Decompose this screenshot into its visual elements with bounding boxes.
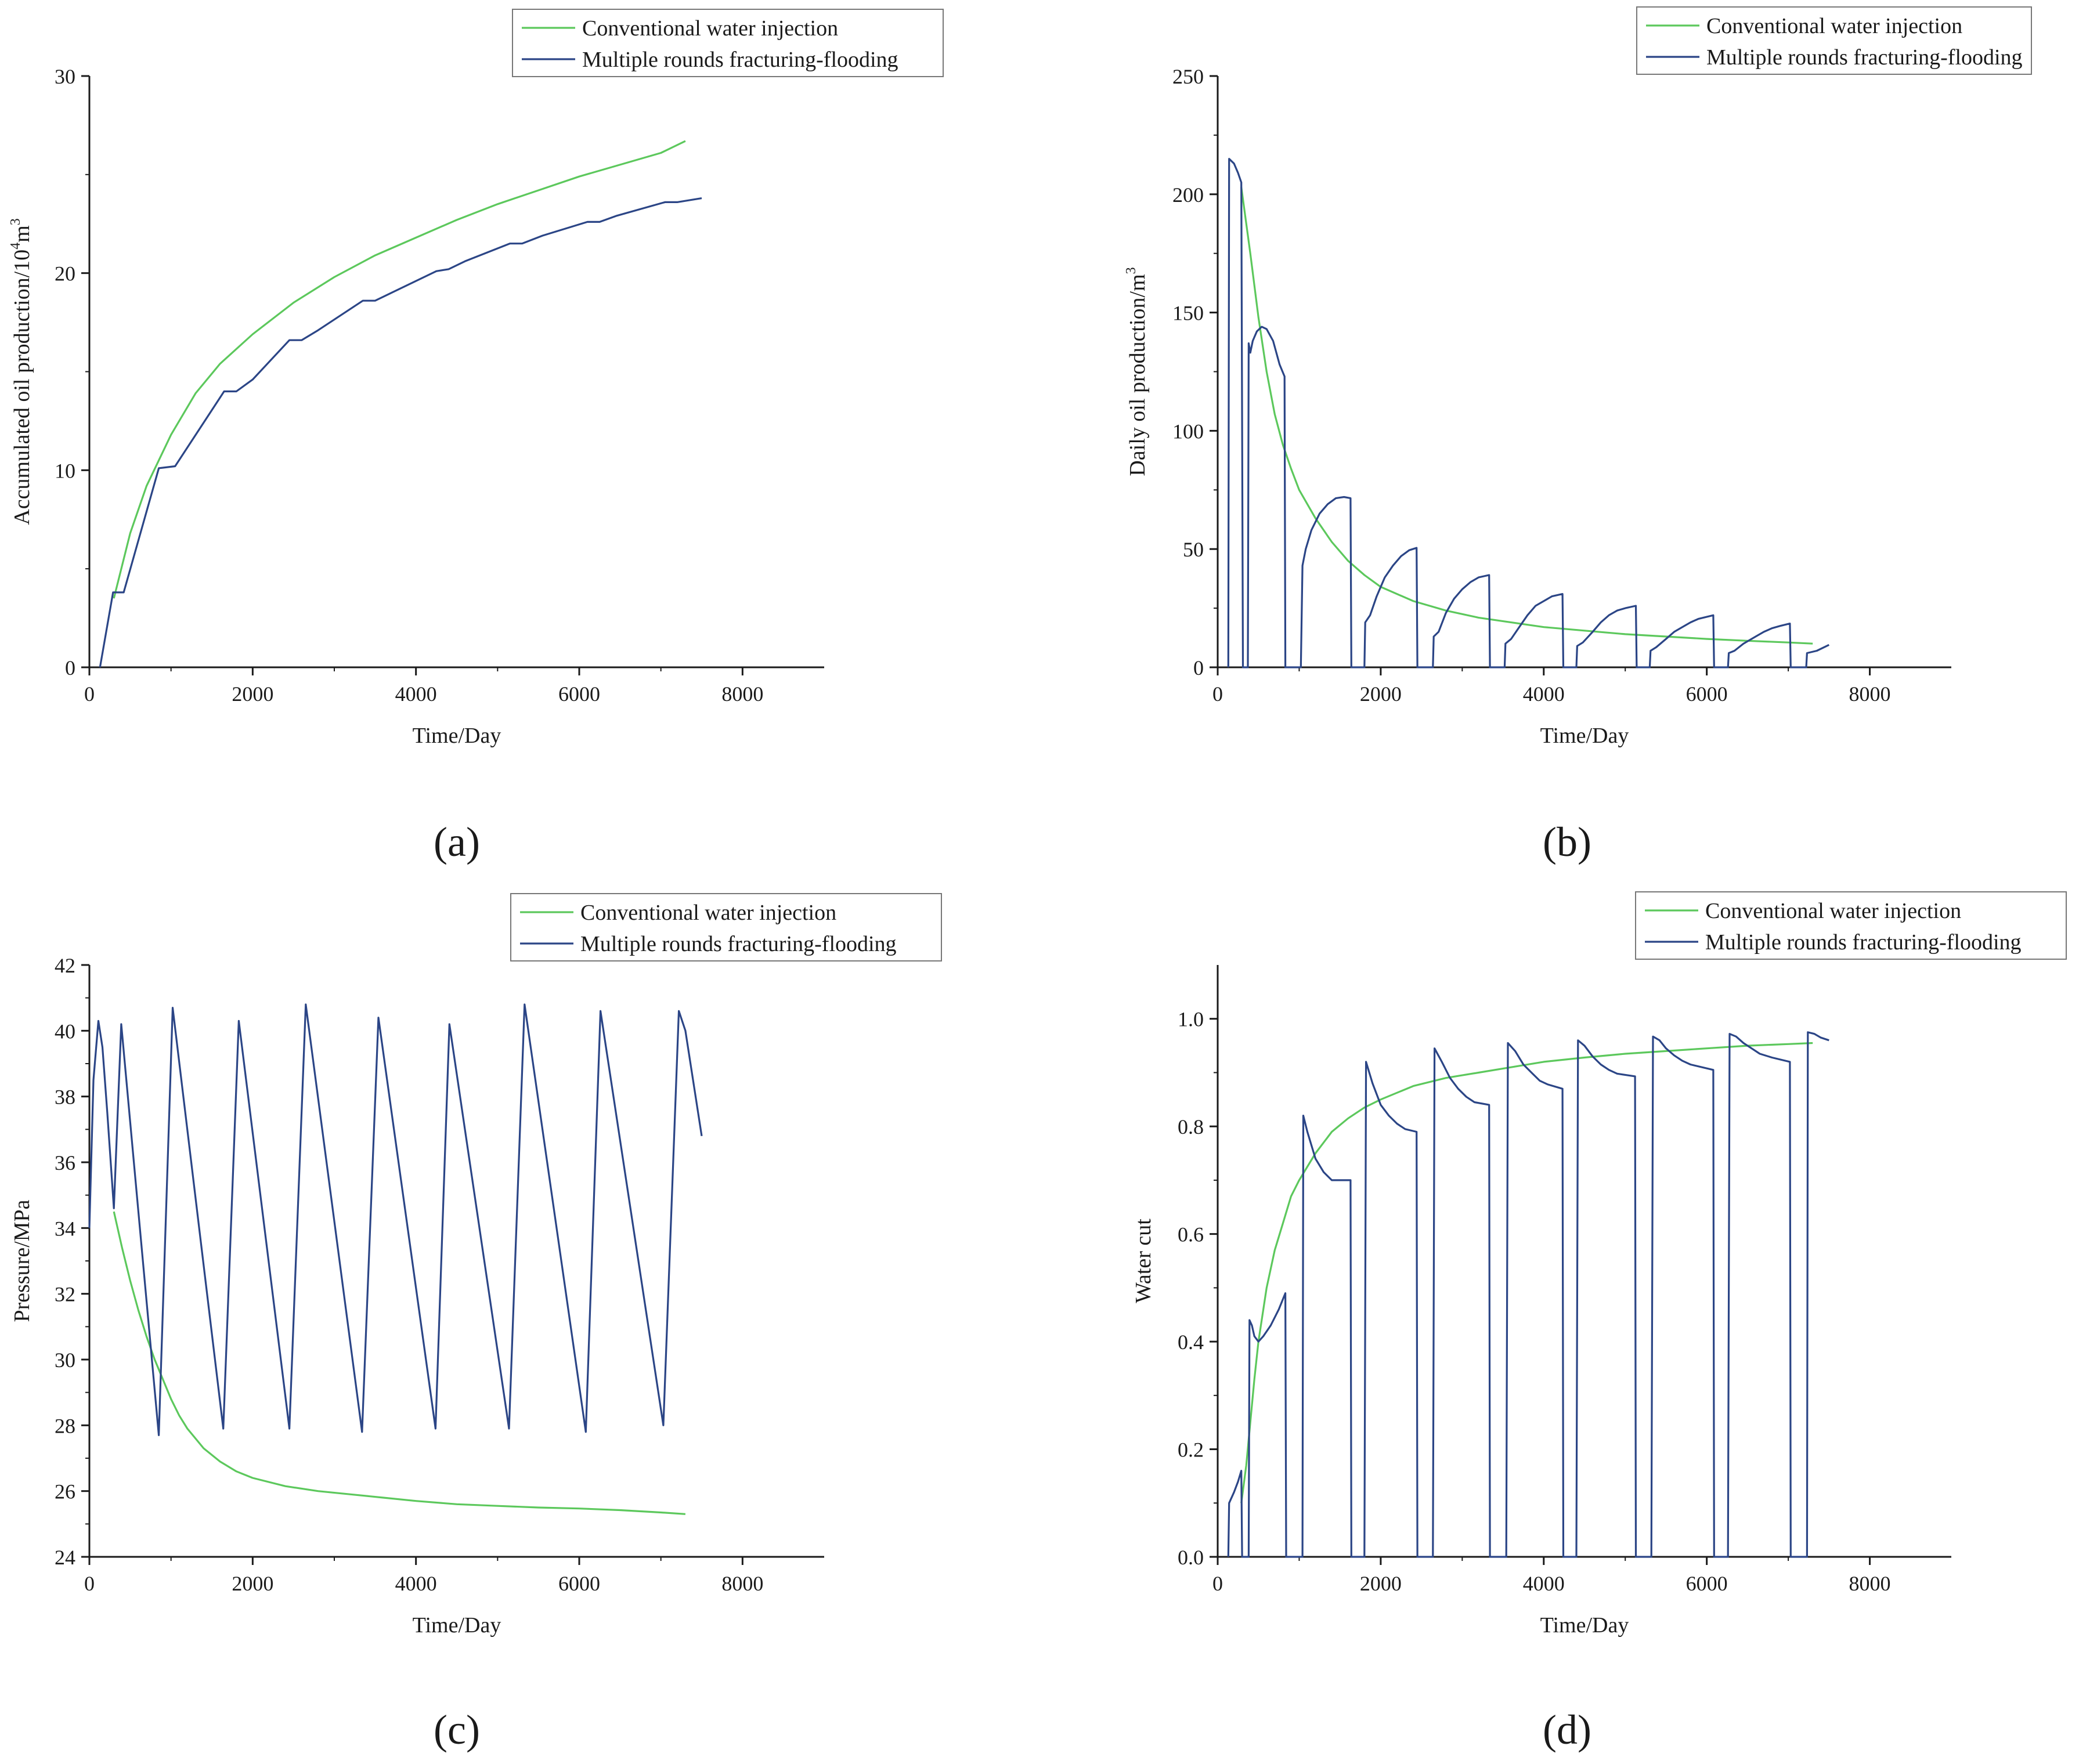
x-tick-label: 6000 [1686,1572,1728,1595]
x-axis-label: Time/Day [1540,724,1629,748]
x-tick-label: 6000 [558,682,600,706]
series-line-conventional [113,1211,686,1515]
y-label-text: Accumulated oil production/10 [10,250,34,525]
series-line-fracturing [1227,1031,1829,1558]
series-line-fracturing [1227,158,1829,668]
chart-panel-0: 0 2000 4000 6000 8000 0 10 20 30 Time/Day Accumula… [8,9,944,865]
y-tick-label: 32 [55,1283,75,1306]
y-tick-label: 100 [1172,420,1204,443]
x-tick-label: 8000 [721,682,763,706]
y-tick-label: 0.4 [1178,1331,1204,1354]
series-line-fracturing [99,197,702,668]
x-tick-label: 0 [84,682,95,706]
y-tick-label: 42 [55,954,75,977]
panel-label: (c) [434,1707,480,1753]
y-tick-label: 38 [55,1086,75,1109]
y-tick-label: 0 [65,656,75,679]
series-line-conventional [113,140,686,599]
x-tick-label: 8000 [1849,682,1891,706]
series-line-conventional [1240,1042,1813,1503]
x-tick-label: 6000 [558,1572,600,1595]
y-tick-label: 0.2 [1178,1438,1204,1462]
x-tick-label: 4000 [395,1572,437,1595]
legend-entry: Multiple rounds fracturing-flooding [1706,45,2023,70]
y-axis-label: Daily oil production/m3 [1124,267,1150,476]
x-tick-label: 4000 [1523,1572,1565,1595]
y-tick-label: 40 [55,1020,75,1043]
legend-entry: Multiple rounds fracturing-flooding [582,48,898,72]
x-tick-label: 4000 [395,682,437,706]
y-tick-label: 200 [1172,183,1204,207]
x-tick-label: 0 [1212,682,1223,706]
y-tick-label: 0.8 [1178,1115,1204,1138]
x-tick-label: 2000 [232,1572,273,1595]
x-tick-label: 2000 [1360,682,1402,706]
y-label-text: Pressure/MPa [10,1199,34,1322]
chart-panel-2: 0 2000 4000 6000 8000 24 26 28 30 32 34 36 38 40 42 Tim… [10,893,942,1753]
panel-label: (b) [1543,819,1591,865]
y-tick-label: 30 [55,65,75,88]
y-tick-label: 30 [55,1349,75,1372]
y-axis-label: Water cut [1131,1219,1156,1303]
series-line-fracturing [88,1003,703,1436]
y-label-text: Daily oil production/m [1125,274,1150,476]
series-line-conventional [1240,187,1813,645]
panel-label: (d) [1543,1707,1591,1753]
y-tick-label: 0.6 [1178,1223,1204,1246]
legend-box [1635,891,2067,960]
legend-entry: Conventional water injection [582,16,838,41]
y-tick-label: 0 [1193,656,1204,679]
x-tick-label: 0 [84,1572,95,1595]
y-label-superscript: 4 [8,243,23,250]
legend-entry: Conventional water injection [580,901,836,925]
y-axis-label: Pressure/MPa [10,1199,34,1322]
legend-entry: Conventional water injection [1706,14,1962,38]
x-axis-label: Time/Day [413,724,501,748]
y-tick-label: 10 [55,459,75,482]
legend-entry: Multiple rounds fracturing-flooding [580,932,897,956]
y-tick-label: 150 [1172,302,1204,325]
y-tick-label: 1.0 [1178,1008,1204,1031]
x-tick-label: 2000 [232,682,273,706]
y-tick-label: 250 [1172,65,1204,88]
y-tick-label: 36 [55,1151,75,1174]
x-tick-label: 0 [1212,1572,1223,1595]
x-tick-label: 8000 [1849,1572,1891,1595]
y-label-superscript: 3 [8,218,23,225]
chart-panel-3: 0 2000 4000 6000 8000 0.0 0.2 0.4 0.6 0.8 1.0 Time/… [1131,891,2067,1753]
x-tick-label: 6000 [1686,682,1728,706]
chart-panel-1: 0 2000 4000 6000 8000 0 50 100 150 200 250 Time/Day… [1124,6,2032,865]
legend-box [510,893,942,961]
y-label-text: m [10,225,34,243]
legend-entry: Multiple rounds fracturing-flooding [1705,930,2022,955]
legend-box [512,9,944,77]
y-label-text: Water cut [1131,1219,1156,1303]
legend-box [1636,6,2032,75]
panel-label: (a) [434,819,480,865]
y-tick-label: 24 [55,1546,75,1569]
legend-entry: Conventional water injection [1705,899,1961,923]
y-axis-label: Accumulated oil production/104m3 [8,218,34,525]
x-axis-label: Time/Day [413,1613,501,1638]
y-tick-label: 26 [55,1480,75,1503]
x-axis-label: Time/Day [1540,1613,1629,1638]
y-label-superscript: 3 [1124,267,1139,274]
x-tick-label: 8000 [721,1572,763,1595]
y-tick-label: 0.0 [1178,1546,1204,1569]
x-tick-label: 2000 [1360,1572,1402,1595]
y-tick-label: 20 [55,262,75,285]
y-tick-label: 28 [55,1414,75,1437]
x-tick-label: 4000 [1523,682,1565,706]
y-tick-label: 34 [55,1217,75,1240]
y-tick-label: 50 [1183,538,1204,561]
